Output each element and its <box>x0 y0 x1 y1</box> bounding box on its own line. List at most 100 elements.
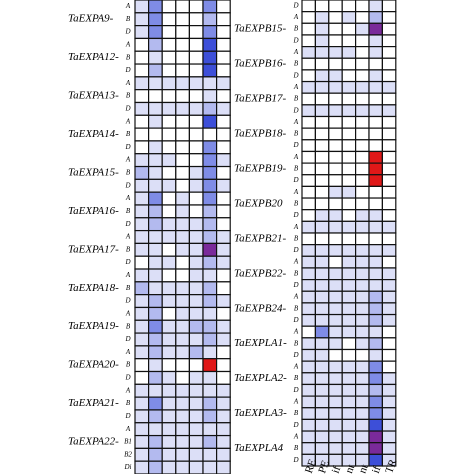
gene-label: TaEXPA20- <box>68 359 119 371</box>
heatmap-cell <box>188 165 204 180</box>
heatmap-cell <box>328 104 343 118</box>
heatmap-cell <box>328 418 343 432</box>
row-letter: A <box>293 188 299 196</box>
heatmap-cell <box>314 150 330 164</box>
heatmap-cell <box>134 76 150 91</box>
heatmap-cell <box>216 460 231 474</box>
heatmap-cell <box>301 430 316 444</box>
heatmap-cell <box>314 383 330 397</box>
heatmap-cell <box>134 396 150 411</box>
heatmap-cell <box>355 69 370 83</box>
heatmap-cell <box>314 302 330 316</box>
heatmap-cell <box>381 115 397 129</box>
heatmap-cell <box>216 268 231 283</box>
heatmap-cell <box>328 57 343 71</box>
heatmap-cell <box>368 232 383 246</box>
heatmap-cell <box>314 209 330 222</box>
heatmap-cell <box>161 12 177 27</box>
heatmap-cell <box>216 89 231 104</box>
heatmap-cell <box>188 127 204 142</box>
heatmap-cell <box>148 434 163 449</box>
heatmap-cell <box>216 434 231 449</box>
heatmap-cell <box>341 104 357 118</box>
heatmap-cell <box>381 92 397 106</box>
heatmap-cell <box>148 101 163 116</box>
heatmap-cell <box>175 178 191 193</box>
heatmap-cell <box>134 383 150 398</box>
row-letter: A <box>125 386 131 394</box>
heatmap-cell <box>134 229 150 245</box>
row-letter: B <box>126 15 131 23</box>
heatmap-cell <box>188 204 204 219</box>
row-letter: A <box>125 194 131 202</box>
heatmap-cell <box>175 434 191 449</box>
gene-label: TaEXPB17- <box>234 93 286 105</box>
heatmap-cell <box>381 442 397 455</box>
heatmap-cell <box>188 89 204 104</box>
heatmap-cell <box>314 395 330 409</box>
heatmap-cell <box>175 25 191 40</box>
heatmap-cell <box>368 453 383 467</box>
heatmap-cell <box>314 372 330 386</box>
heatmap-cell <box>355 220 370 234</box>
row-letter: B <box>126 169 131 177</box>
heatmap-cell <box>188 50 204 65</box>
heatmap-cell <box>188 447 204 462</box>
row-letter: Di <box>124 463 132 471</box>
heatmap-cell <box>301 337 316 351</box>
heatmap-cell <box>314 430 330 444</box>
row-letter: A <box>125 425 131 433</box>
heatmap-cell <box>134 434 150 449</box>
heatmap-cell <box>202 345 218 360</box>
heatmap-cell <box>341 139 357 153</box>
row-letter: D <box>124 220 130 228</box>
heatmap-cell <box>368 57 383 71</box>
heatmap-cell <box>188 37 204 52</box>
heatmap-cell <box>301 80 316 94</box>
heatmap-cell <box>202 281 218 296</box>
heatmap-cell <box>216 114 231 129</box>
row-letter: A <box>125 271 131 279</box>
heatmap-cell <box>202 204 218 219</box>
heatmap-cell <box>161 114 177 129</box>
heatmap-cell <box>134 37 150 52</box>
heatmap-cell <box>188 76 204 91</box>
heatmap-cell <box>134 127 150 142</box>
heatmap-cell <box>134 447 150 462</box>
heatmap-cell <box>188 345 204 360</box>
heatmap-cell <box>216 153 231 168</box>
column-label: if <box>330 464 344 474</box>
heatmap-cell <box>161 37 177 52</box>
heatmap-cell <box>148 127 163 142</box>
heatmap-cell <box>148 12 163 27</box>
heatmap-cell <box>355 418 370 432</box>
heatmap-cell <box>301 302 316 316</box>
heatmap-cell <box>341 127 357 141</box>
heatmap-cell <box>134 460 150 474</box>
heatmap-cell <box>161 101 177 116</box>
heatmap-cell <box>328 360 343 374</box>
heatmap-cell <box>148 447 163 462</box>
heatmap-cell <box>148 89 163 104</box>
heatmap-cell <box>175 422 191 437</box>
heatmap-cell <box>175 345 191 360</box>
heatmap-cell <box>328 34 343 48</box>
heatmap-cell <box>355 45 370 59</box>
heatmap-cell <box>134 165 150 180</box>
heatmap-cell <box>381 255 397 269</box>
heatmap-cell <box>188 153 204 168</box>
heatmap-cell <box>188 460 204 474</box>
heatmap-cell <box>341 372 357 386</box>
heatmap-cell <box>368 442 383 455</box>
heatmap-cell <box>134 191 150 206</box>
heatmap-cell <box>175 332 191 347</box>
heatmap-cell <box>175 165 191 180</box>
row-letter: D <box>292 281 298 289</box>
heatmap-cell <box>161 255 177 270</box>
heatmap-cell <box>381 267 397 281</box>
heatmap-cell <box>216 319 231 334</box>
gene-label: TaEXPB18- <box>234 128 286 140</box>
heatmap-cell <box>355 442 370 455</box>
heatmap-cell <box>301 418 316 432</box>
